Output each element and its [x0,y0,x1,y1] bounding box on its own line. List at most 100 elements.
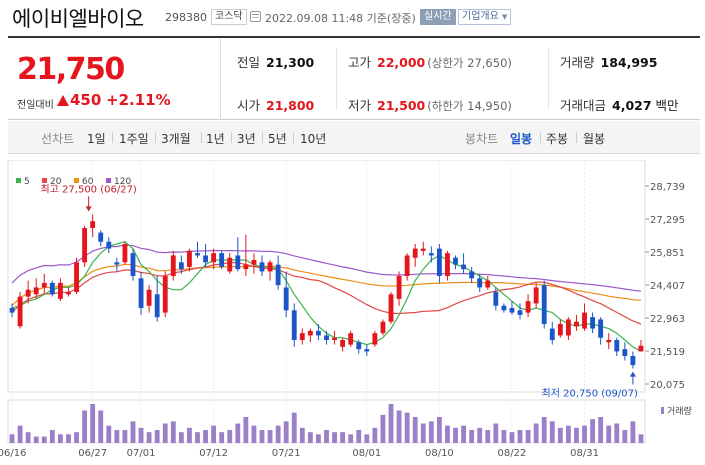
volume-bar [66,434,71,443]
x-tick-label: 07/12 [199,448,228,459]
candle-body [445,253,450,277]
candle-body [582,312,587,329]
volume-bar [146,432,152,443]
company-overview-label: 기업개요 [462,11,499,22]
volume-value: 184,995 [600,55,658,70]
x-tick-label: 08/22 [498,448,527,459]
candle-body [154,294,160,318]
realtime-button[interactable]: 실시간 [420,9,456,25]
y-tick-label: 21,519 [650,347,685,358]
volume-bar [130,421,136,443]
y-tick-label: 27,295 [650,215,685,226]
volume-bar [428,421,434,443]
candle-body [267,262,273,272]
candle-body [299,333,305,341]
candle-body [275,264,281,286]
period-3y[interactable]: 3년 [237,132,256,146]
low-annotation: 최저 20,750 (09/07) [542,388,638,400]
candle-body [187,250,192,267]
volume-bar [453,427,458,443]
volume-bar [41,436,47,443]
divider [155,132,156,143]
candle-monthly[interactable]: 월봉 [583,132,606,146]
volume-legend-label: 거래량 [667,405,692,417]
volume-bar [469,430,475,443]
x-tick-label: 08/01 [352,448,381,459]
candle-body [307,330,313,336]
candle-body [33,287,39,295]
candle-weekly[interactable]: 주봉 [546,132,569,146]
volume-bar [630,421,636,443]
amount-unit: 백만 [655,98,679,113]
volume-bar [299,427,305,443]
day-low: 저가 21,500 (하한가 14,950) [348,95,512,114]
volume-bar [380,414,386,443]
volume-bar [493,423,499,443]
candle-body [227,257,233,272]
volume-bar [549,421,555,443]
period-5y[interactable]: 5년 [268,132,287,146]
volume-bar [574,427,579,443]
candle-body [541,285,547,325]
price-chart[interactable]: 28,739 27,295 25,851 24,407 22,963 21,519 20,0… [0,160,705,465]
candle-body [404,255,410,277]
volume-bar [324,430,329,443]
legend-swatch [42,178,47,183]
volume-bar [614,423,620,443]
period-1d[interactable]: 1일 [87,132,106,146]
x-tick-label: 06/16 [0,448,26,459]
stock-header: 에이비엘바이오 298380 코스닥 2022.09.08 11:48 기준(장… [0,0,705,36]
volume-bar [90,404,96,443]
ma20-line [11,261,642,325]
volume-bar [541,417,547,443]
candle-body [533,287,539,304]
volume-bar [170,421,176,443]
candle-body [436,248,442,277]
volume-bar [340,432,346,443]
divider [201,132,202,143]
candle-body [509,308,515,313]
period-1y[interactable]: 1년 [206,132,225,146]
volume-bar [114,430,120,443]
volume-bar [372,427,378,443]
low-value: 21,500 [377,98,426,113]
candle-body [130,253,136,277]
volume-bar [57,434,63,443]
volume-bar [138,427,144,443]
change-value: 450 [70,91,102,109]
open-price: 시가 21,800 [237,95,314,114]
candle-body [17,296,23,327]
period-10y[interactable]: 10년 [300,132,327,146]
candle-body [203,255,208,263]
candle-body [316,330,321,336]
period-3m[interactable]: 3개월 [161,132,191,146]
volume-label: 거래량 [560,55,595,70]
period-1w[interactable]: 1주일 [119,132,149,146]
candle-body [259,262,265,272]
volume-bar [477,427,483,443]
candle-body [9,308,15,313]
candle-body [420,248,426,251]
volume-bar [74,432,79,443]
candle-body [41,282,47,288]
open-value: 21,800 [266,98,315,113]
volume-bar [154,430,160,443]
prev-close-label: 전일 [237,55,261,70]
volume-bar [243,417,249,443]
x-tick-label: 08/31 [570,448,599,459]
change-label: 전일대비 [17,100,54,111]
volume-bar [283,421,289,443]
company-overview-button[interactable]: 기업개요 ▼ [458,9,512,25]
candle-daily[interactable]: 일봉 [510,132,533,146]
low-label: 저가 [348,98,372,113]
volume-bar [517,430,523,443]
chart-canvas: 28,739 27,295 25,851 24,407 22,963 21,519 20,0… [0,160,692,459]
legend-label: 5 [24,177,30,187]
high-annotation: 최고 27,500 (06/27) [40,183,136,195]
volume-bar [195,432,200,443]
prev-close-value: 21,300 [266,55,315,70]
volume-bar [638,434,644,443]
candle-body [517,310,523,315]
volume-bar [396,410,402,443]
volume-bar [404,412,410,443]
